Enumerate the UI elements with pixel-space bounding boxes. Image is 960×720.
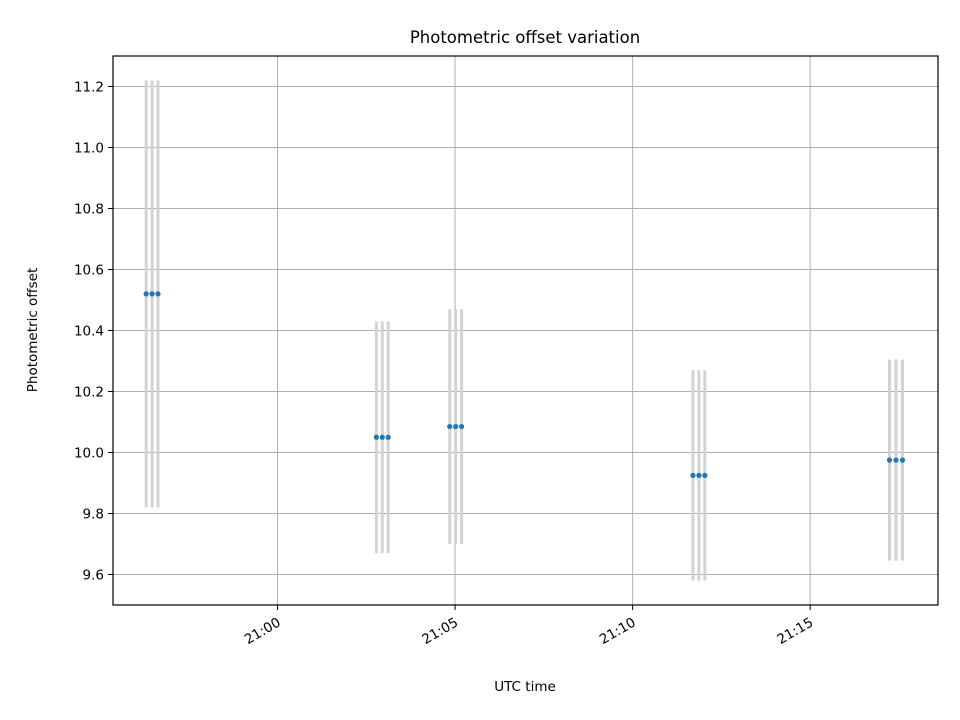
y-tick-label: 10.6 xyxy=(74,263,104,279)
data-point xyxy=(453,423,459,430)
y-tick-label: 10.0 xyxy=(74,446,104,462)
y-tick-label: 10.4 xyxy=(74,324,104,340)
y-tick-label: 9.8 xyxy=(83,507,104,523)
data-point xyxy=(155,291,161,297)
data-point xyxy=(385,434,391,440)
y-tick-label: 11.0 xyxy=(74,141,104,157)
y-tick-label: 9.6 xyxy=(83,568,104,584)
x-axis-label: UTC time xyxy=(494,679,556,695)
y-tick-label: 10.8 xyxy=(74,202,104,218)
x-tick-label: 21:00 xyxy=(242,615,284,648)
chart-title: Photometric offset variation xyxy=(410,28,640,47)
y-tick-label: 10.2 xyxy=(74,385,104,401)
data-point xyxy=(893,457,899,463)
data-points xyxy=(143,291,906,478)
data-point xyxy=(373,434,379,440)
y-tick-label: 11.2 xyxy=(74,80,104,96)
x-tick-label: 21:15 xyxy=(774,615,816,648)
data-point xyxy=(149,291,155,297)
x-tick-label: 21:05 xyxy=(419,615,461,648)
data-point xyxy=(702,472,708,478)
data-point xyxy=(696,472,702,478)
data-point xyxy=(143,291,149,297)
data-point xyxy=(447,423,453,430)
y-axis-label: Photometric offset xyxy=(25,268,41,392)
data-point xyxy=(886,457,893,463)
data-point xyxy=(899,457,906,463)
x-tick-label: 21:10 xyxy=(597,615,639,648)
data-point xyxy=(458,423,465,430)
grid xyxy=(113,56,938,605)
data-point xyxy=(379,434,385,440)
data-point xyxy=(690,472,696,478)
